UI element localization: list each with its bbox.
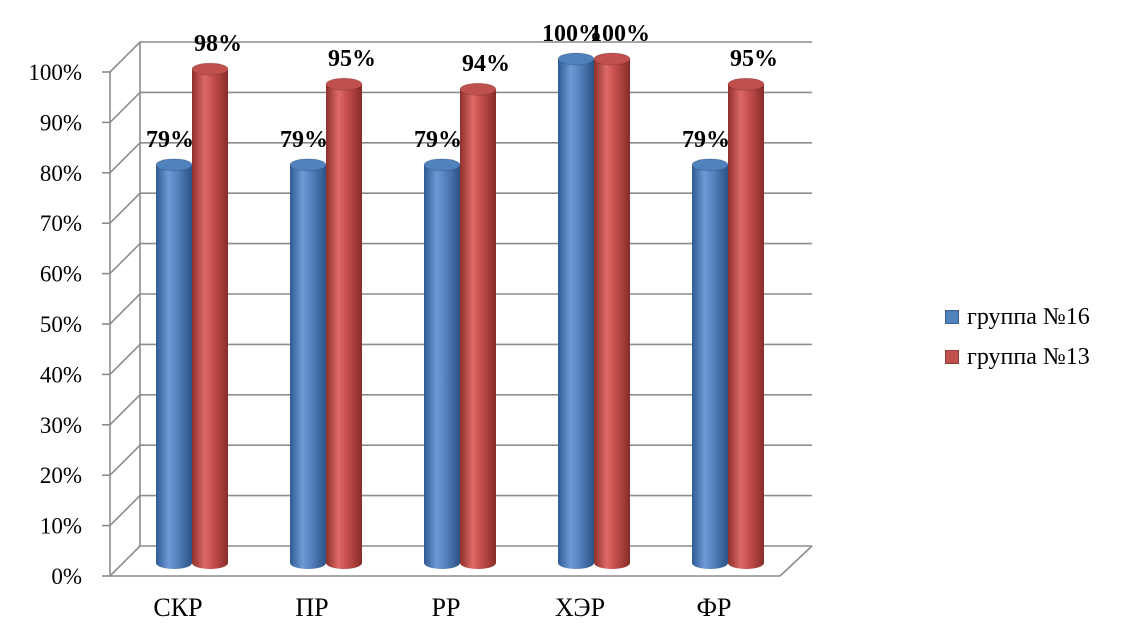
gridline-slant xyxy=(109,192,141,224)
bar-body xyxy=(728,84,764,569)
data-label: 79% xyxy=(682,127,730,153)
bar-body xyxy=(290,164,326,569)
y-tick-label: 10% xyxy=(40,514,82,539)
y-tick-label: 90% xyxy=(40,110,82,135)
gridline-slant xyxy=(109,293,141,325)
data-label: 94% xyxy=(462,51,510,77)
bar-2-1 xyxy=(191,62,229,569)
gridline-slant xyxy=(109,343,141,375)
bar-top xyxy=(289,158,327,172)
legend: группа №16 группа №13 xyxy=(945,297,1090,377)
bar-top xyxy=(155,158,193,172)
gridline-slant xyxy=(109,545,141,577)
legend-swatch-series-2 xyxy=(945,350,959,364)
y-tick-label: 20% xyxy=(40,463,82,488)
gridline-slant xyxy=(109,495,141,527)
y-tick-label: 30% xyxy=(40,413,82,438)
gridline-slant xyxy=(109,142,141,174)
bar-top xyxy=(325,77,363,91)
bar-top xyxy=(691,158,729,172)
data-label: 100% xyxy=(542,21,602,47)
y-tick-label: 70% xyxy=(40,211,82,236)
legend-label-series-2: группа №13 xyxy=(967,343,1090,370)
gridline-slant xyxy=(109,91,141,123)
bar-body xyxy=(424,164,460,569)
data-label: 79% xyxy=(146,127,194,153)
gridline-slant xyxy=(109,41,141,73)
bar-body xyxy=(558,59,594,569)
bar-top xyxy=(191,62,229,76)
legend-label-series-1: группа №16 xyxy=(967,303,1090,330)
data-label: 95% xyxy=(328,46,376,72)
data-label: 95% xyxy=(730,46,778,72)
y-tick-label: 100% xyxy=(28,60,82,85)
gridline-slant xyxy=(109,394,141,426)
y-tick-label: 40% xyxy=(40,362,82,387)
bar-1-2 xyxy=(289,158,327,569)
bar-1-3 xyxy=(423,158,461,569)
y-tick-label: 60% xyxy=(40,262,82,287)
bar-top xyxy=(727,77,765,91)
bar-top xyxy=(459,82,497,96)
bar-body xyxy=(192,69,228,569)
x-tick-label: СКР xyxy=(153,593,202,622)
bar-2-2 xyxy=(325,77,363,569)
bar-2-3 xyxy=(459,82,497,570)
y-tick-label: 0% xyxy=(51,564,82,589)
y-tick-label: 80% xyxy=(40,161,82,186)
bar-body xyxy=(156,164,192,569)
data-label: 79% xyxy=(280,127,328,153)
gridline-slant xyxy=(109,243,141,275)
bar-top xyxy=(593,52,631,66)
bar-body xyxy=(460,89,496,570)
x-tick-label: РР xyxy=(432,593,461,622)
legend-item-series-1: группа №16 xyxy=(945,297,1090,337)
data-label: 98% xyxy=(194,31,242,57)
x-tick-label: ХЭР xyxy=(555,593,605,622)
gridline-slant xyxy=(109,444,141,476)
bar-body xyxy=(692,164,728,569)
data-label: 100% xyxy=(590,21,650,47)
floor-right-edge xyxy=(779,545,813,577)
x-tick-label: ФР xyxy=(696,593,731,622)
x-tick-label: ПР xyxy=(295,593,328,622)
bar-2-4 xyxy=(593,52,631,569)
bar-1-1 xyxy=(155,158,193,569)
bar-body xyxy=(594,59,630,569)
bar-1-5 xyxy=(691,158,729,569)
bar-top xyxy=(557,52,595,66)
bar-2-5 xyxy=(727,77,765,569)
legend-item-series-2: группа №13 xyxy=(945,337,1090,377)
bar-top xyxy=(423,158,461,172)
bar-body xyxy=(326,84,362,569)
bar-1-4 xyxy=(557,52,595,569)
data-label: 79% xyxy=(414,127,462,153)
y-tick-label: 50% xyxy=(40,312,82,337)
legend-swatch-series-1 xyxy=(945,310,959,324)
